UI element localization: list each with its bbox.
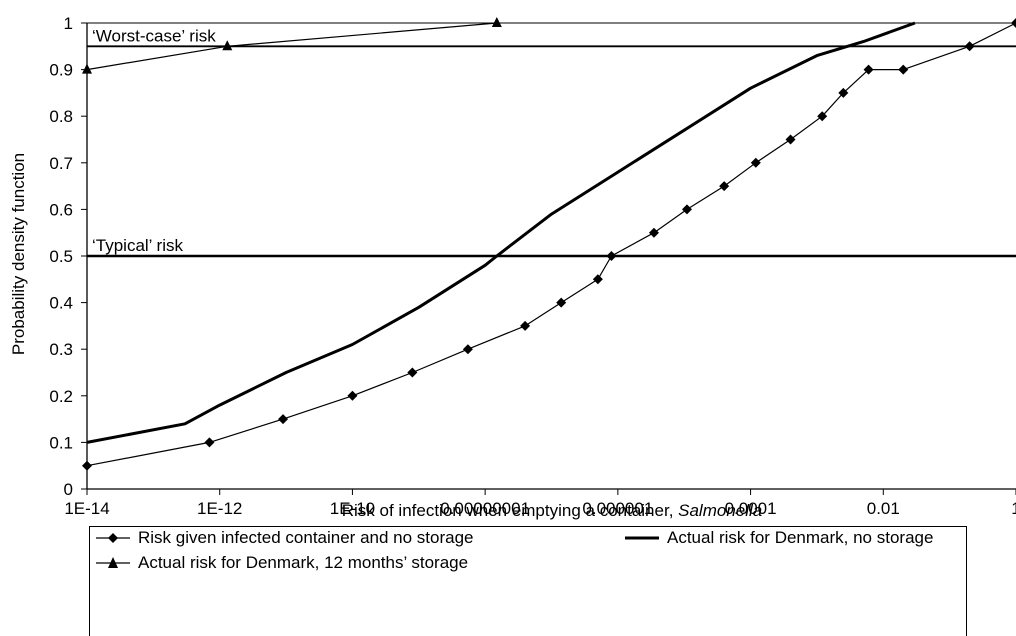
diamond-data-point bbox=[347, 390, 358, 401]
reference-line-label: ‘Worst-case’ risk bbox=[92, 26, 216, 45]
x-tick-label: 1 bbox=[1011, 499, 1016, 518]
diamond-data-point bbox=[750, 157, 761, 168]
diamond-data-point bbox=[204, 437, 215, 448]
triangle-marker-icon bbox=[96, 557, 130, 568]
x-tick-label: 1E-10 bbox=[330, 499, 375, 518]
y-tick-label: 0.6 bbox=[49, 200, 73, 219]
diamond-data-point bbox=[462, 344, 473, 355]
diamond-data-point bbox=[863, 64, 874, 75]
diamond-data-point bbox=[719, 181, 730, 192]
x-tick-label: 0.000001 bbox=[582, 499, 653, 518]
thick-line-icon bbox=[625, 536, 659, 540]
diamond-data-point bbox=[556, 297, 567, 308]
x-tick-label: 0.01 bbox=[867, 499, 900, 518]
legend-label-series-3: Actual risk for Denmark, 12 months’ stor… bbox=[138, 553, 469, 572]
y-tick-label: 0.1 bbox=[49, 433, 73, 452]
triangle-data-point bbox=[82, 63, 92, 74]
diamond-data-point bbox=[681, 204, 692, 215]
legend-item-series-2: Actual risk for Denmark, no storage bbox=[625, 527, 933, 549]
diamond-data-point bbox=[278, 414, 289, 425]
y-tick-label: 0.2 bbox=[49, 387, 73, 406]
diamond-data-point bbox=[838, 87, 849, 98]
y-tick-label: 0 bbox=[64, 480, 73, 499]
legend-label-series-2: Actual risk for Denmark, no storage bbox=[667, 528, 934, 547]
diamond-data-point bbox=[520, 320, 531, 331]
diamond-data-point bbox=[785, 134, 796, 145]
diamond-data-point bbox=[1011, 18, 1016, 28]
diamond-data-point bbox=[606, 251, 617, 261]
legend-item-series-1: Risk given infected container and no sto… bbox=[96, 527, 473, 549]
reference-line-label: ‘Typical’ risk bbox=[92, 236, 183, 255]
y-tick-label: 0.5 bbox=[49, 247, 73, 266]
y-tick-label: 1 bbox=[64, 14, 73, 33]
x-tick-label: 1E-14 bbox=[64, 499, 109, 518]
diamond-marker-icon bbox=[96, 533, 130, 543]
diamond-data-point bbox=[592, 274, 603, 285]
x-axis-title-main: Risk of infection when emptying a contai… bbox=[342, 501, 678, 520]
y-tick-label: 0.9 bbox=[49, 61, 73, 80]
legend-item-series-3: Actual risk for Denmark, 12 months’ stor… bbox=[96, 552, 468, 574]
y-tick-label: 0.3 bbox=[49, 340, 73, 359]
diamond-data-point bbox=[407, 367, 418, 378]
legend: Risk given infected container and no sto… bbox=[89, 526, 967, 636]
x-tick-label: 0.0001 bbox=[725, 499, 777, 518]
series-line-1 bbox=[86, 22, 1016, 467]
x-tick-label: 0.00000001 bbox=[440, 499, 530, 518]
y-axis-title: Probability density function bbox=[9, 153, 28, 355]
legend-label-series-1: Risk given infected container and no sto… bbox=[138, 528, 474, 547]
diamond-data-point bbox=[898, 64, 909, 75]
y-tick-label: 0.8 bbox=[49, 107, 73, 126]
y-tick-label: 0.7 bbox=[49, 154, 73, 173]
diamond-data-point bbox=[648, 227, 659, 238]
diamond-data-point bbox=[964, 41, 975, 52]
triangle-data-point bbox=[222, 40, 233, 51]
series-line-2 bbox=[86, 21, 916, 444]
y-tick-label: 0.4 bbox=[49, 294, 73, 313]
x-axis-title: Risk of infection when emptying a contai… bbox=[342, 501, 763, 520]
diamond-data-point bbox=[817, 111, 828, 122]
x-axis-title-italic: Salmonella bbox=[678, 501, 762, 520]
chart: ‘Worst-case’ risk ‘Typical’ risk 0 0.1 0.2 0… bbox=[9, 14, 1016, 520]
triangle-data-point bbox=[491, 17, 502, 27]
x-tick-label: 1E-12 bbox=[197, 499, 242, 518]
diamond-data-point bbox=[82, 460, 92, 471]
